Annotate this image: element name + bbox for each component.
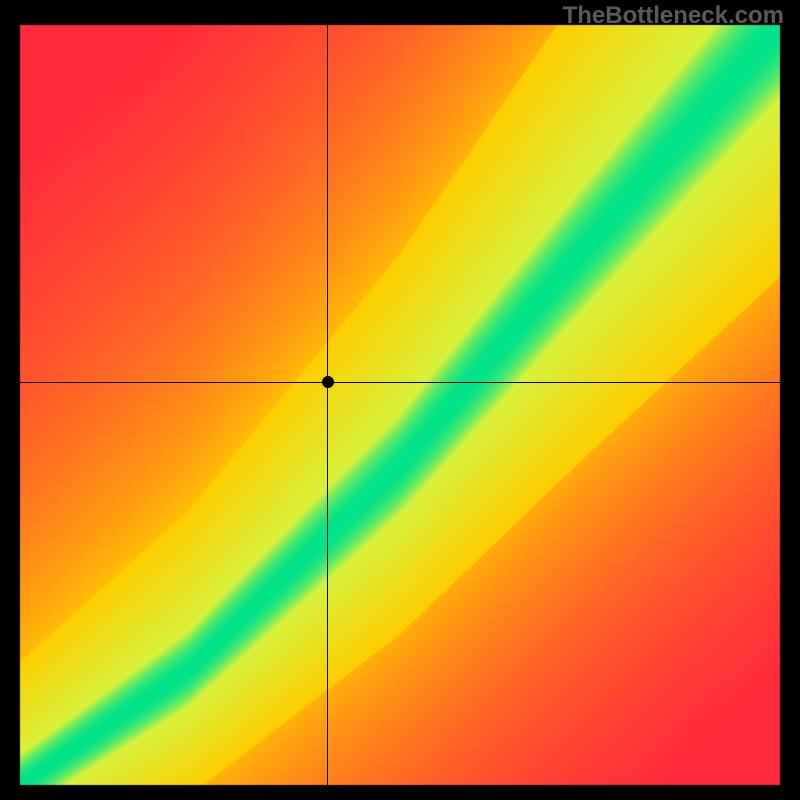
crosshair-vertical: [327, 25, 328, 785]
chart-container: TheBottleneck.com: [0, 0, 800, 800]
crosshair-horizontal: [20, 382, 780, 383]
watermark-text: TheBottleneck.com: [563, 2, 784, 30]
heatmap-canvas: [0, 0, 800, 800]
crosshair-marker: [322, 376, 334, 388]
